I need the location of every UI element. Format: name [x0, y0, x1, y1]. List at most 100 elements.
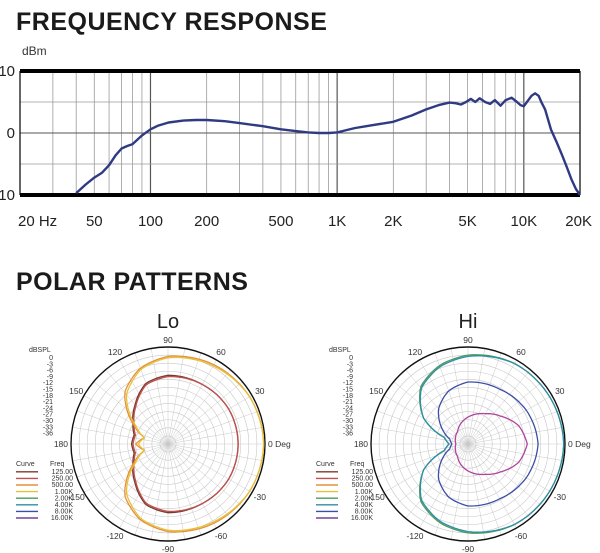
polar-spoke: [467, 410, 560, 445]
polar-lo-angle-label: -150: [68, 492, 85, 502]
polar-spoke: [467, 369, 531, 445]
polar-spoke: [467, 426, 564, 445]
polar-hi-legend-freq: 500.00: [352, 482, 374, 489]
polar-spoke: [167, 410, 260, 445]
polar-spoke: [167, 348, 186, 445]
polar-hi-curve-4.00K: [419, 355, 565, 533]
fr-grid: [19, 71, 581, 195]
polar-hi-angle-label: 30: [555, 386, 565, 396]
fr-y-tick-label: -10: [0, 187, 15, 204]
polar-spoke: [83, 395, 169, 445]
polar-spoke: [467, 348, 486, 445]
polar-hi-radial-tick: -18: [343, 393, 353, 400]
polar-spoke: [372, 426, 469, 445]
polar-spoke: [167, 352, 202, 445]
polar-spoke: [119, 443, 169, 529]
polar-lo-radial-tick: -27: [43, 412, 53, 419]
polar-spoke: [467, 443, 560, 478]
polar-spoke: [467, 443, 486, 540]
polar-hi-legend-freq: 125.00: [352, 469, 374, 476]
polar-lo-radial-tick: -12: [43, 380, 53, 387]
polar-lo-radial-unit: dBSPL: [29, 347, 51, 354]
polar-spoke: [467, 443, 502, 536]
polar-lo-angle-label: 180: [54, 439, 68, 449]
polar-lo-radial-tick: -18: [43, 393, 53, 400]
polar-hi-radial-tick: -27: [343, 412, 353, 419]
polar-spoke: [467, 359, 517, 445]
polar-hi-angle-label: -60: [515, 531, 528, 541]
polar-spoke: [167, 359, 217, 445]
polar-spoke: [467, 352, 502, 445]
fr-x-tick-label: 200: [194, 213, 219, 230]
polar-spoke: [467, 443, 564, 462]
fr-response-curve: [75, 92, 581, 196]
polar-lo-radial-tick: -9: [47, 374, 53, 381]
polar-spoke: [167, 443, 264, 462]
polar-spoke: [167, 443, 243, 507]
fr-y-tick-label: 10: [0, 63, 15, 80]
polar-lo-curve-250.00: [132, 375, 239, 513]
polar-spoke: [167, 369, 231, 445]
fr-x-tick-label: 20 Hz: [18, 213, 57, 230]
fr-x-tick-label: 1K: [328, 213, 346, 230]
polar-spoke: [167, 443, 260, 478]
polar-hi-angle-label: -90: [462, 544, 475, 553]
polar-spoke: [93, 443, 169, 507]
polar-hi-angle-label: 150: [369, 386, 383, 396]
polar-hi-angle-label: 90: [463, 335, 473, 345]
polar-hi-radial-unit: dBSPL: [329, 347, 351, 354]
polar-hi-angle-label: -150: [368, 492, 385, 502]
polar-lo-legend-freq: 2.00K: [55, 495, 74, 502]
polar-hi-legend-freq: 2.00K: [355, 495, 374, 502]
polar-hi-angle-label: 60: [516, 347, 526, 357]
polar-spoke: [150, 348, 169, 445]
polar-lo-radial-tick: -15: [43, 387, 53, 394]
polar-spoke: [434, 443, 469, 536]
polar-lo-angle-label: 30: [255, 386, 265, 396]
polar-spoke: [150, 443, 169, 540]
polar-lo-angle-label: -120: [106, 531, 123, 541]
frequency-response-heading: FREQUENCY RESPONSE: [16, 8, 328, 36]
polar-lo-angle-label: -90: [162, 544, 175, 553]
polar-hi-angle-label: -120: [406, 531, 423, 541]
polar-spoke: [167, 443, 217, 529]
polar-hi-radial-tick: -9: [347, 374, 353, 381]
polar-spoke: [467, 443, 517, 529]
polar-spoke: [76, 443, 169, 478]
polar-hi-angle-label: 120: [408, 347, 422, 357]
fr-x-tick-label: 50: [86, 213, 103, 230]
polar-hi-angle-label: 0 Deg: [568, 439, 591, 449]
polar-lo-angle-label: 0 Deg: [268, 439, 291, 449]
polar-hi-curve-16.00K: [454, 412, 528, 476]
polar-lo-legend-freq: 8.00K: [55, 509, 74, 516]
polar-hi-radial-tick: -3: [347, 361, 353, 368]
polar-spoke: [76, 410, 169, 445]
polar-lo-radial-tick: -24: [43, 405, 53, 412]
polar-spoke: [167, 443, 186, 540]
polar-spoke: [393, 381, 469, 445]
polar-hi-radial-tick: -21: [343, 399, 353, 406]
polar-lo-angle-label: 150: [69, 386, 83, 396]
polar-lo-angle-label: -60: [215, 531, 228, 541]
polar-lo-angle-label: -30: [254, 492, 267, 502]
polar-spoke: [72, 443, 169, 462]
polar-patterns-heading: POLAR PATTERNS: [16, 268, 249, 296]
polar-spoke: [93, 381, 169, 445]
polar-spoke: [167, 443, 253, 493]
fr-x-tick-label: 10K: [510, 213, 537, 230]
polar-hi-legend-header-freq: Freq: [350, 461, 365, 468]
fr-x-tick-label: 20K: [565, 213, 592, 230]
polar-lo-radial-tick: -33: [43, 424, 53, 431]
fr-y-tick-label: 0: [7, 125, 15, 142]
polar-lo-legend-freq: 4.00K: [55, 502, 74, 509]
polar-lo-legend-freq: 125.00: [52, 469, 74, 476]
polar-spoke: [167, 443, 202, 536]
polar-spoke: [376, 410, 469, 445]
polar-spoke: [72, 426, 169, 445]
polar-hi-legend-freq: 250.00: [352, 476, 374, 483]
polar-spoke: [167, 381, 243, 445]
polar-hi-legend-header-curve: Curve: [316, 461, 335, 468]
polar-spoke: [467, 443, 543, 507]
polar-lo-legend-freq: 16.00K: [51, 515, 74, 522]
